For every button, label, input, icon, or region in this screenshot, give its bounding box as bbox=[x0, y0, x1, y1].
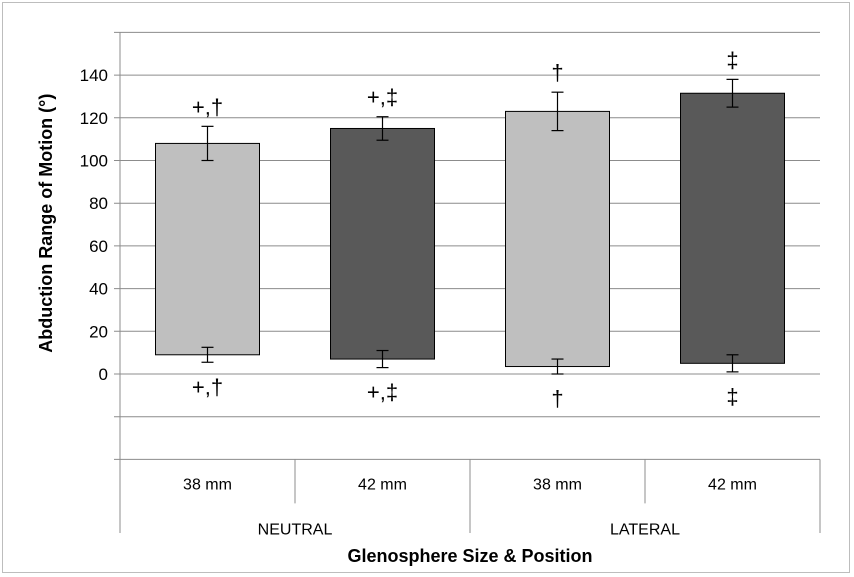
y-tick-label: 140 bbox=[80, 66, 108, 85]
x-axis-title: Glenosphere Size & Position bbox=[347, 546, 592, 566]
bar-group: +,† +,† bbox=[155, 94, 260, 399]
significance-label-top: +,‡ bbox=[367, 85, 398, 110]
significance-label-bottom: † bbox=[551, 386, 563, 411]
bar bbox=[330, 127, 435, 360]
category-label: 38 mm bbox=[533, 476, 582, 493]
bar-group: ‡‡ bbox=[680, 47, 785, 409]
group-label: LATERAL bbox=[610, 521, 680, 538]
y-tick-label: 120 bbox=[80, 109, 108, 128]
y-tick-label: 40 bbox=[89, 280, 108, 299]
bar-group: +,‡ +,‡ bbox=[330, 85, 435, 405]
y-tick-label: 20 bbox=[89, 322, 108, 341]
bar bbox=[155, 142, 260, 356]
category-label: 38 mm bbox=[183, 476, 232, 493]
significance-label-top: +,† bbox=[192, 94, 223, 119]
y-tick-label: 80 bbox=[89, 194, 108, 213]
significance-label-top: ‡ bbox=[726, 47, 738, 72]
y-tick-label: 0 bbox=[99, 365, 108, 384]
significance-label-bottom: ‡ bbox=[726, 384, 738, 409]
significance-label-top: † bbox=[551, 60, 563, 85]
y-axis-ticks: 0 20 40 60 80 100 120 140 bbox=[80, 66, 108, 384]
bar bbox=[680, 92, 785, 364]
significance-label-bottom: +,‡ bbox=[367, 380, 398, 405]
category-label: 42 mm bbox=[358, 476, 407, 493]
category-label: 42 mm bbox=[708, 476, 757, 493]
significance-label-bottom: +,† bbox=[192, 374, 223, 399]
x-axis-categories: 38 mm 42 mm 38 mm 42 mm NEUTRAL LATERAL bbox=[119, 459, 821, 538]
bar bbox=[505, 110, 610, 368]
bar-group: †† bbox=[505, 60, 610, 411]
y-tick-label: 100 bbox=[80, 152, 108, 171]
y-tick-label: 60 bbox=[89, 237, 108, 256]
bars: +,†+,†+,‡+,‡††‡‡ bbox=[155, 47, 785, 411]
y-axis-title: Abduction Range of Motion (°) bbox=[36, 94, 56, 353]
group-label: NEUTRAL bbox=[258, 521, 333, 538]
